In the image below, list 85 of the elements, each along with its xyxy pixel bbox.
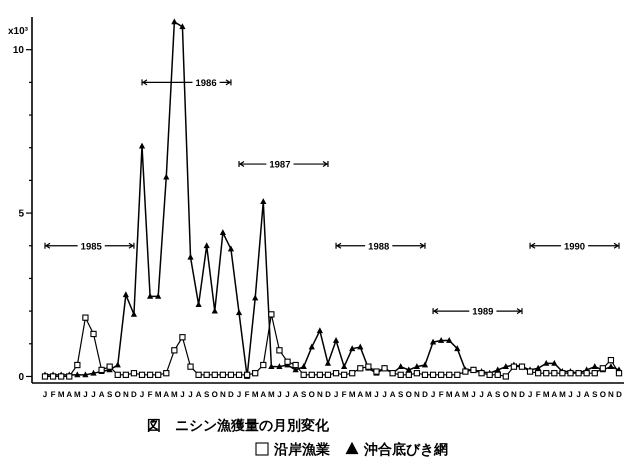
x-tick-label: S	[107, 390, 114, 399]
text: 図 ニシン漁獲量の月別変化	[147, 417, 330, 433]
y-tick-label: 0	[18, 372, 24, 383]
x-tick-label: J	[91, 390, 96, 399]
annotation: 1988	[368, 241, 390, 252]
legend-label: 沖合底びき網	[363, 441, 448, 457]
y-tick-label: 5	[18, 208, 24, 220]
x-tick-label: M	[252, 390, 259, 399]
x-tick-label: J	[471, 390, 476, 399]
x-tick-label: A	[486, 390, 493, 399]
x-tick-label: O	[308, 390, 315, 399]
x-tick-label: M	[542, 390, 550, 399]
x-tick-label: J	[277, 390, 282, 399]
x-tick-label: J	[285, 390, 290, 399]
x-tick-label: J	[568, 390, 573, 399]
y-axis-title: x10³	[8, 26, 29, 37]
x-tick-label: M	[559, 390, 566, 399]
x-tick-label: A	[551, 390, 558, 399]
x-tick-label: M	[74, 390, 81, 399]
legend-label: 沿岸漁業	[273, 441, 330, 457]
x-tick-label: J	[83, 390, 88, 399]
x-tick-label: A	[98, 390, 105, 399]
x-tick-label: F	[244, 390, 250, 399]
x-tick-label: O	[406, 390, 412, 399]
x-tick-label: F	[50, 390, 56, 399]
x-tick-label: D	[616, 390, 622, 399]
x-tick-label: J	[528, 390, 532, 399]
annotation: 1986	[195, 78, 217, 89]
x-tick-label: J	[180, 390, 185, 399]
x-tick-label: A	[66, 390, 72, 399]
x-tick-label: N	[511, 390, 518, 399]
x-tick-label: D	[131, 390, 138, 399]
x-tick-label: S	[204, 390, 210, 399]
x-tick-label: M	[171, 390, 178, 399]
x-tick-label: M	[446, 390, 453, 399]
x-tick-label: J	[430, 390, 436, 399]
annotation: 1985	[80, 241, 103, 252]
x-tick-label: N	[608, 390, 614, 399]
x-tick-label: O	[114, 390, 121, 399]
x-tick-label: S	[398, 390, 404, 399]
x-tick-label: M	[348, 390, 356, 399]
x-tick-label: J	[140, 390, 144, 399]
x-tick-label: A	[260, 390, 266, 399]
x-tick-label: N	[122, 390, 129, 399]
x-tick-label: A	[454, 390, 460, 399]
x-tick-label: J	[382, 390, 387, 399]
annotation: 1987	[269, 160, 291, 171]
x-tick-label: S	[301, 390, 308, 399]
x-tick-label: D	[325, 390, 332, 399]
x-tick-label: A	[584, 390, 590, 399]
x-tick-label: D	[519, 390, 526, 399]
x-tick-label: J	[42, 390, 48, 399]
x-tick-label: S	[592, 390, 598, 399]
x-tick-label: A	[390, 390, 396, 399]
x-tick-label: N	[414, 390, 420, 399]
x-tick-label: F	[438, 390, 444, 399]
annotation: 1990	[564, 241, 586, 252]
x-tick-label: J	[479, 390, 484, 399]
x-tick-label: J	[236, 390, 242, 399]
x-tick-label: F	[148, 390, 153, 399]
x-tick-label: M	[154, 390, 162, 399]
x-tick-label: F	[536, 390, 541, 399]
x-tick-label: N	[316, 390, 323, 399]
x-tick-label: J	[188, 390, 193, 399]
x-tick-label: M	[365, 390, 372, 399]
x-tick-label: M	[462, 390, 470, 399]
x-tick-label: A	[196, 390, 202, 399]
x-tick-label: J	[374, 390, 379, 399]
x-tick-label: N	[220, 390, 226, 399]
x-tick-label: S	[495, 390, 502, 399]
annotation: 1989	[472, 306, 494, 318]
x-tick-label: J	[576, 390, 581, 399]
x-tick-label: D	[228, 390, 234, 399]
y-tick-label: 10	[12, 45, 24, 56]
x-tick-label: F	[342, 390, 347, 399]
x-tick-label: J	[334, 390, 338, 399]
x-tick-label: M	[58, 390, 65, 399]
x-tick-label: M	[268, 390, 276, 399]
x-tick-label: D	[422, 390, 428, 399]
x-tick-label: O	[502, 390, 509, 399]
x-tick-label: A	[292, 390, 299, 399]
x-tick-label: A	[357, 390, 364, 399]
x-tick-label: O	[212, 390, 218, 399]
x-tick-label: A	[163, 390, 170, 399]
x-tick-label: O	[600, 390, 606, 399]
